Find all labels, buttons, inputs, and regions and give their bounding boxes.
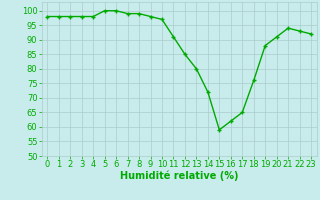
X-axis label: Humidité relative (%): Humidité relative (%): [120, 171, 238, 181]
